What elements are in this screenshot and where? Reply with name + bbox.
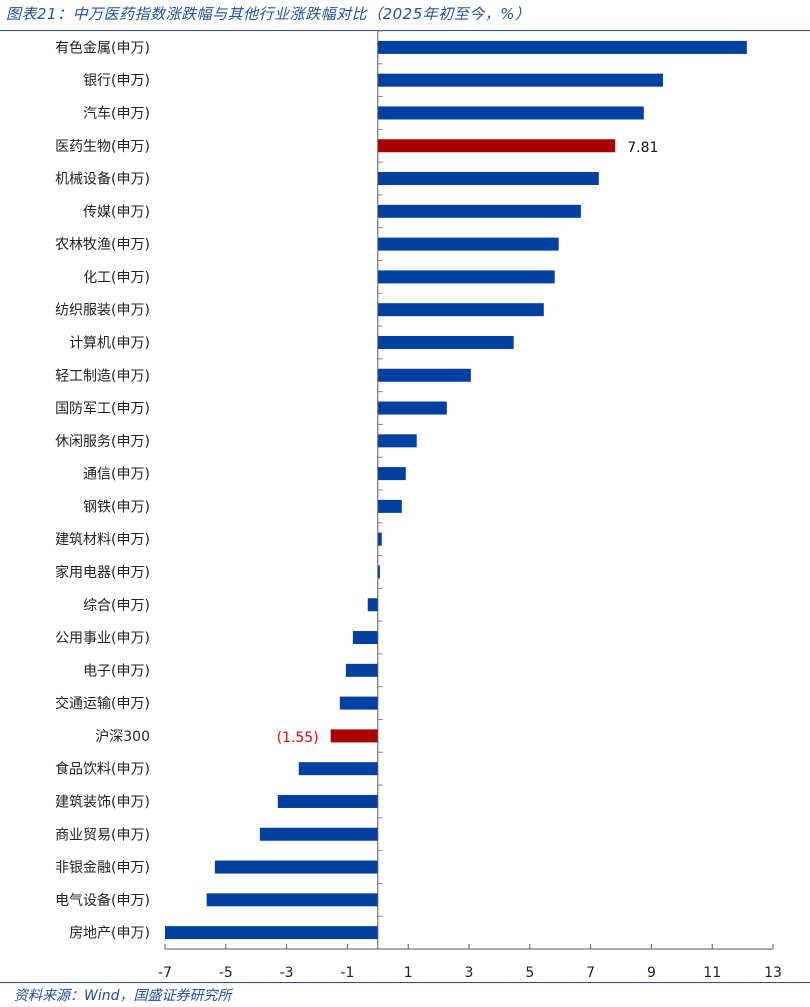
- category-label: 综合(申万): [83, 598, 150, 614]
- bar: [206, 893, 378, 907]
- bar: [377, 368, 471, 382]
- category-label: 沪深300: [95, 729, 150, 745]
- bar: [330, 729, 378, 743]
- category-label: 房地产(申万): [69, 926, 150, 942]
- category-label: 电气设备(申万): [55, 892, 150, 909]
- bar: [298, 762, 378, 776]
- category-label: 纺织服装(申万): [55, 303, 150, 319]
- bar: [377, 335, 514, 349]
- data-label: 7.81: [627, 140, 658, 156]
- bar: [377, 303, 544, 317]
- x-tick-label: 3: [465, 965, 474, 981]
- x-tick-label: 9: [647, 965, 656, 981]
- bar: [377, 139, 616, 153]
- bar: [377, 106, 644, 120]
- category-label: 家用电器(申万): [55, 564, 150, 581]
- x-tick-label: -7: [158, 965, 172, 981]
- x-tick-label: 1: [404, 965, 413, 981]
- x-tick-label: 5: [525, 965, 534, 981]
- category-label: 食品饮料(申万): [55, 761, 150, 778]
- title-divider: [0, 30, 810, 31]
- x-tick-label: -5: [219, 965, 233, 981]
- bar: [377, 401, 447, 415]
- bar: [377, 172, 599, 186]
- category-label: 钢铁(申万): [83, 499, 150, 515]
- category-label: 建筑材料(申万): [55, 532, 150, 548]
- source-divider: [0, 982, 810, 983]
- category-label: 电子(申万): [83, 663, 150, 679]
- x-tick-label: 13: [764, 965, 782, 981]
- x-tick-label: 11: [703, 965, 721, 981]
- category-label: 国防军工(申万): [55, 401, 150, 417]
- category-label: 医药生物(申万): [55, 139, 150, 155]
- bar: [367, 598, 378, 612]
- bar: [377, 467, 406, 481]
- x-tick-label: 7: [586, 965, 595, 981]
- x-tick-label: -3: [280, 965, 294, 981]
- bar: [377, 237, 559, 251]
- bar: [277, 794, 378, 808]
- category-label: 银行(申万): [83, 73, 150, 89]
- category-label: 通信(申万): [83, 467, 150, 483]
- category-label: 建筑装饰(申万): [55, 794, 150, 810]
- x-tick-label: -1: [340, 965, 354, 981]
- bar: [352, 631, 378, 645]
- category-label: 非银金融(申万): [55, 860, 150, 876]
- bar: [377, 270, 555, 284]
- bar: [377, 73, 663, 87]
- category-label: 机械设备(申万): [55, 171, 150, 188]
- category-label: 公用事业(申万): [55, 631, 150, 647]
- category-label: 交通运输(申万): [55, 695, 150, 712]
- category-label: 计算机(申万): [69, 335, 150, 351]
- category-label: 传媒(申万): [83, 204, 150, 220]
- category-label: 休闲服务(申万): [55, 434, 150, 450]
- category-label: 商业贸易(申万): [55, 827, 150, 843]
- bar: [377, 40, 747, 54]
- bar: [377, 565, 380, 579]
- bar: [377, 204, 581, 218]
- bar: [377, 434, 417, 448]
- category-label: 轻工制造(申万): [55, 368, 150, 384]
- category-label: 农林牧渔(申万): [55, 237, 150, 253]
- bar: [165, 926, 378, 940]
- category-label: 汽车(申万): [83, 105, 150, 122]
- bar: [345, 663, 378, 677]
- bar: [339, 696, 378, 710]
- bar: [259, 827, 378, 841]
- category-label: 有色金属(申万): [55, 39, 150, 56]
- bar: [214, 860, 378, 874]
- bar: [377, 532, 382, 546]
- category-label: 化工(申万): [83, 270, 150, 286]
- chart-title: 图表21：中万医药指数涨跌幅与其他行业涨跌幅对比（2025年初至今，%）: [6, 5, 531, 23]
- data-label: (1.55): [277, 730, 319, 746]
- bar: [377, 499, 402, 513]
- source-note: 资料来源：Wind，国盛证券研究所: [14, 988, 232, 1004]
